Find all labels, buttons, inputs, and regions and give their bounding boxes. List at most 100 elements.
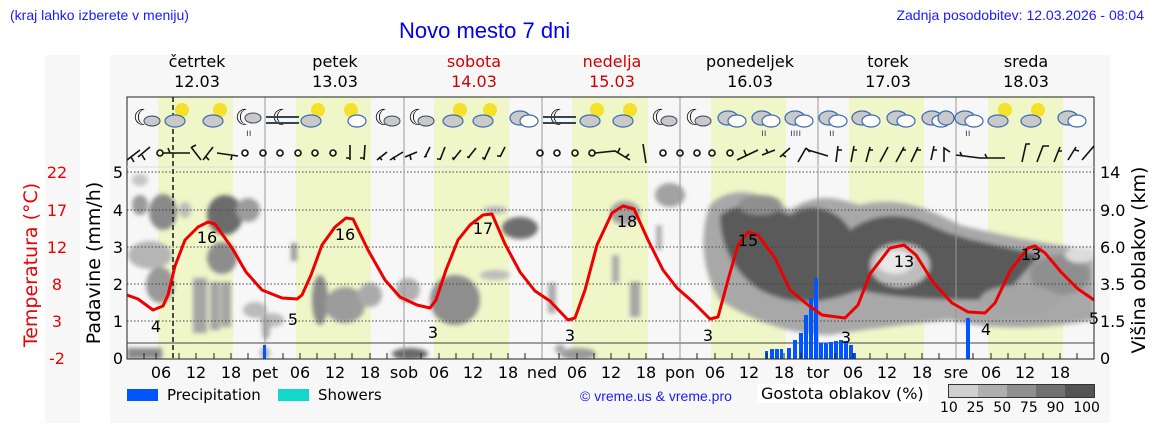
- day-header: nedelja 15.03: [582, 52, 642, 91]
- svg-text:12: 12: [601, 363, 621, 382]
- x-axis-labels: 06 12 18 pet 06 12 18 sob 06 12 18 ned 0…: [151, 363, 1070, 382]
- svg-text:3: 3: [113, 238, 123, 257]
- svg-text:pon: pon: [665, 363, 695, 382]
- svg-text:16: 16: [335, 225, 355, 244]
- day-header: sobota 14.03: [446, 52, 502, 91]
- svg-text:18: 18: [774, 363, 794, 382]
- cloudy-icon: [886, 110, 916, 128]
- svg-text:4: 4: [981, 320, 991, 339]
- cloudy-icon: [1057, 110, 1087, 128]
- cloudy-icon: [509, 110, 539, 128]
- svg-text:3: 3: [703, 326, 713, 345]
- svg-text:12: 12: [186, 363, 206, 382]
- cloudy-rain-icon: ıı: [751, 110, 781, 139]
- svg-text:17: 17: [473, 219, 493, 238]
- svg-text:3: 3: [52, 312, 62, 331]
- svg-text:☾: ☾: [549, 106, 569, 131]
- svg-text:ned: ned: [527, 363, 557, 382]
- day-header: četrtek 12.03: [168, 52, 226, 91]
- svg-text:06: 06: [843, 363, 863, 382]
- svg-text:0: 0: [113, 349, 123, 368]
- svg-text:18: 18: [636, 363, 656, 382]
- svg-text:3: 3: [841, 328, 851, 347]
- moon-rain-icon: ☾ıı: [235, 106, 262, 139]
- sun-cloud-icon: [300, 103, 325, 128]
- svg-text:06: 06: [981, 363, 1001, 382]
- sun-cloud-icon: [442, 103, 467, 128]
- region-hint: (kraj lahko izberete v meniju): [10, 7, 189, 23]
- sun-cloud-icon: [164, 103, 189, 128]
- temperature-axis: 22 17 12 8 3 -2: [47, 163, 67, 368]
- svg-text:22: 22: [47, 163, 67, 182]
- svg-text:12: 12: [47, 238, 67, 257]
- svg-text:3.5: 3.5: [1100, 275, 1125, 294]
- svg-text:13: 13: [894, 252, 914, 271]
- svg-text:ıııı: ıııı: [790, 128, 801, 139]
- svg-text:sre: sre: [944, 363, 968, 382]
- svg-text:4: 4: [151, 317, 161, 336]
- sun-cloud-icon: [202, 103, 227, 128]
- cloudy-icon: [717, 110, 747, 128]
- cloud-density-scale: 10 25 50 75 90 100: [940, 384, 1100, 416]
- svg-text:☾: ☾: [272, 106, 292, 131]
- cloudy-icon: [851, 110, 881, 128]
- svg-text:12: 12: [463, 363, 483, 382]
- cloudy-rain-icon: ıı: [954, 110, 984, 139]
- cloud-height-axis: 14 9.0 6.0 3.5 1.5 0: [1100, 163, 1125, 368]
- svg-text:6.0: 6.0: [1100, 238, 1125, 257]
- precip-axis: 5 4 3 2 1 0: [113, 163, 123, 368]
- svg-text:3: 3: [565, 326, 575, 345]
- svg-text:ıı: ıı: [761, 128, 767, 139]
- moon-cloud-icon: ☾: [374, 106, 401, 131]
- svg-text:12: 12: [739, 363, 759, 382]
- svg-text:4: 4: [113, 201, 123, 220]
- svg-text:06: 06: [151, 363, 171, 382]
- svg-text:ıı: ıı: [829, 128, 835, 139]
- legend-showers: Showers: [278, 386, 382, 404]
- svg-text:18: 18: [912, 363, 932, 382]
- moon-fog-icon: ☾: [266, 106, 299, 131]
- svg-text:0: 0: [1100, 349, 1110, 368]
- precipitation-bars: [263, 278, 970, 359]
- svg-text:sob: sob: [390, 363, 418, 382]
- svg-text:17: 17: [47, 201, 67, 220]
- svg-text:12: 12: [877, 363, 897, 382]
- legend-precipitation: Precipitation: [127, 386, 261, 404]
- day-header: sreda 18.03: [1003, 52, 1049, 91]
- temp-axis-panel: [45, 55, 80, 423]
- precip-axis-title: Padavine (mm/h): [83, 182, 105, 345]
- svg-text:18: 18: [221, 363, 241, 382]
- sun-cloud-icon: [472, 103, 497, 128]
- cloudy-icon: [937, 110, 955, 126]
- moon-cloud-icon: ☾: [651, 106, 678, 131]
- day-header: torek 17.03: [865, 52, 911, 91]
- svg-text:tor: tor: [807, 363, 830, 382]
- weather-icons-row: ☾ ☾ıı ☾ ☾ ☾ ☾ ☾ ☾ ıı ıııı ıı ıı: [133, 103, 1087, 139]
- svg-text:06: 06: [705, 363, 725, 382]
- day-header: petek 13.03: [312, 52, 358, 91]
- svg-text:12: 12: [1015, 363, 1035, 382]
- cloudy-rain-icon: ıı: [818, 110, 848, 139]
- moon-cloud-icon: ☾: [408, 106, 435, 131]
- svg-text:2: 2: [113, 275, 123, 294]
- sun-cloud-icon: [612, 103, 637, 128]
- credit-link[interactable]: © vreme.us & vreme.pro: [580, 388, 732, 404]
- svg-text:8: 8: [52, 275, 62, 294]
- sun-cloud-icon: [579, 103, 604, 128]
- cloudy-heavy-rain-icon: ıııı: [784, 110, 814, 139]
- day-header: ponedeljek 16.03: [706, 52, 794, 91]
- cloud-height-axis-title: Višina oblakov (km): [1128, 167, 1150, 354]
- svg-text:14: 14: [1100, 163, 1120, 182]
- temperature-line: [127, 204, 1094, 322]
- svg-text:15: 15: [738, 231, 758, 250]
- svg-text:-2: -2: [49, 349, 65, 368]
- last-update: Zadnja posodobitev: 12.03.2026 - 08:04: [896, 7, 1144, 23]
- svg-text:5: 5: [288, 310, 298, 329]
- svg-text:5: 5: [113, 163, 123, 182]
- svg-text:9.0: 9.0: [1100, 201, 1125, 220]
- moon-cloud-icon: ☾: [685, 106, 712, 131]
- svg-text:13: 13: [1021, 245, 1041, 264]
- svg-text:06: 06: [429, 363, 449, 382]
- svg-text:3: 3: [428, 323, 438, 342]
